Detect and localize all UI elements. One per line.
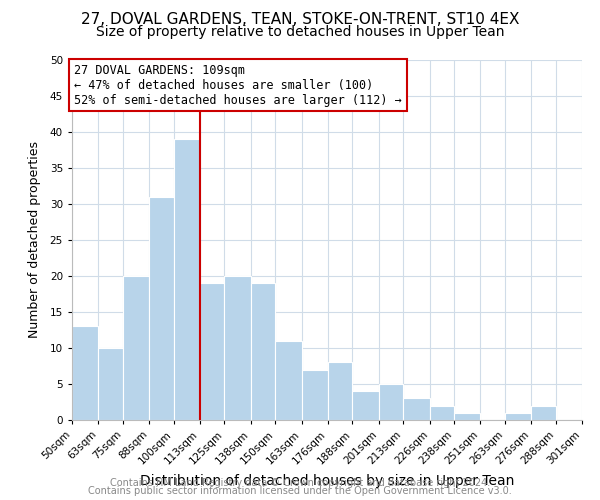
Text: Size of property relative to detached houses in Upper Tean: Size of property relative to detached ho… [96,25,504,39]
Bar [275,341,302,420]
Text: Contains HM Land Registry data © Crown copyright and database right 2024.: Contains HM Land Registry data © Crown c… [110,478,490,488]
Bar [430,406,454,420]
Bar [505,413,531,420]
Bar [123,276,149,420]
X-axis label: Distribution of detached houses by size in Upper Tean: Distribution of detached houses by size … [140,474,514,488]
Bar [72,326,98,420]
Text: 27, DOVAL GARDENS, TEAN, STOKE-ON-TRENT, ST10 4EX: 27, DOVAL GARDENS, TEAN, STOKE-ON-TRENT,… [81,12,519,28]
Bar [224,276,251,420]
Bar [403,398,430,420]
Bar [379,384,403,420]
Bar [328,362,352,420]
Y-axis label: Number of detached properties: Number of detached properties [28,142,41,338]
Bar [173,139,200,420]
Bar [302,370,328,420]
Bar [352,391,379,420]
Text: Contains public sector information licensed under the Open Government Licence v3: Contains public sector information licen… [88,486,512,496]
Bar [149,197,173,420]
Bar [98,348,123,420]
Text: 27 DOVAL GARDENS: 109sqm
← 47% of detached houses are smaller (100)
52% of semi-: 27 DOVAL GARDENS: 109sqm ← 47% of detach… [74,64,402,106]
Bar [200,283,224,420]
Bar [251,283,275,420]
Bar [531,406,556,420]
Bar [454,413,481,420]
